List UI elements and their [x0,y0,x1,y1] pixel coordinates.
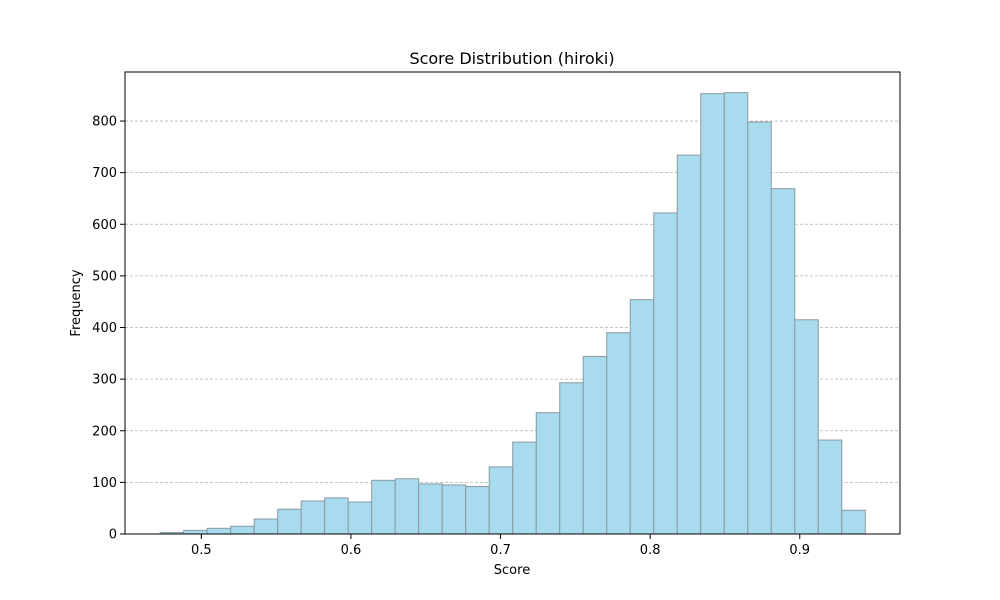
x-tick-label: 0.5 [191,543,212,558]
histogram-bar [629,299,655,535]
histogram-bar [183,529,208,535]
histogram-bar [747,121,772,535]
histogram-bar [817,439,843,535]
x-tick-label: 0.9 [789,543,810,558]
histogram-bar [535,412,561,535]
histogram-bar [606,332,631,535]
histogram-bars [159,92,866,535]
histogram-bar [300,500,326,535]
x-tick-label: 0.8 [640,543,661,558]
y-tick-label: 100 [92,476,117,491]
y-tick-label: 400 [92,321,117,336]
histogram-bar [653,212,678,535]
histogram-bar [206,527,232,535]
histogram-bar [559,382,584,535]
plot-frame [124,71,901,535]
y-tick-label: 500 [92,269,117,284]
histogram-bar [324,497,349,535]
histogram-bar [723,92,749,535]
y-tick-label: 200 [92,424,117,439]
histogram-bar [488,466,514,535]
y-tick-label: 0 [109,528,117,543]
histogram-bar [253,518,279,535]
histogram-bar [277,508,302,535]
y-axis-label: Frequency [69,269,84,336]
histogram-bar [700,93,725,535]
histogram-bar [512,441,537,535]
histogram-bar [418,483,443,535]
y-tick-label: 600 [92,218,117,233]
x-tick-label: 0.6 [341,543,362,558]
y-axis-ticks: 0 100 200 300 400 500 600 700 800 [92,115,125,543]
histogram-bar [394,478,420,535]
histogram-bar [582,355,608,535]
y-tick-label: 800 [92,115,117,130]
x-axis-ticks: 0.5 0.6 0.7 0.8 0.9 [191,534,810,558]
x-tick-label: 0.7 [490,543,511,558]
histogram-bar [770,188,796,535]
histogram-bar [230,525,255,535]
chart-title: Score Distribution (hiroki) [409,49,614,68]
y-tick-label: 300 [92,373,117,388]
x-axis-label: Score [494,563,530,578]
y-tick-label: 700 [92,166,117,181]
histogram-bar [676,154,702,535]
histogram-bar [347,501,373,535]
histogram-bar [441,484,467,535]
histogram-bar [371,479,396,535]
histogram-bar [841,509,866,535]
histogram-bar [794,319,819,535]
histogram-bar [465,486,490,535]
